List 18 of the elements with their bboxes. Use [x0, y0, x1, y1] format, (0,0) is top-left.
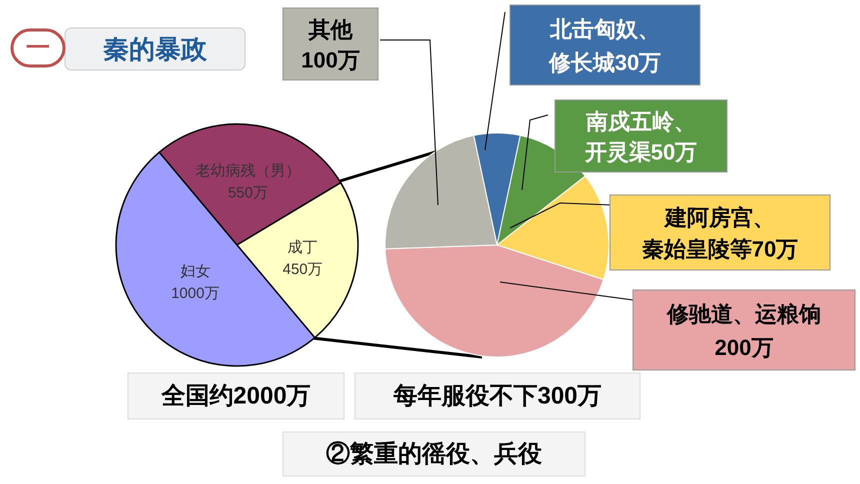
data-label: 200万: [714, 335, 774, 360]
slice-label: 修驰道、运粮饷: [666, 302, 821, 326]
slice-label: 妇女: [180, 263, 210, 280]
slice-label: 北击匈奴、修长城30万: [548, 16, 662, 76]
slice-label: 老幼病残（男）: [195, 162, 300, 180]
slice-label: 建阿房宫、秦始皇陵等70万: [642, 205, 798, 262]
text: 全国约2000万: [160, 382, 311, 410]
slice-label: 成丁: [288, 238, 318, 256]
slice-label: 其他: [308, 17, 354, 42]
data-label: 550万: [228, 184, 268, 202]
slice-label: 南戍五岭、开灵渠50万: [584, 109, 698, 164]
text: 一: [26, 34, 50, 62]
data-label: 450万: [282, 260, 323, 278]
data-label: 100万: [301, 47, 360, 72]
text: ②繁重的徭役、兵役: [326, 440, 542, 468]
data-label: 1000万: [171, 285, 220, 302]
chart-title: 秦的暴政: [103, 34, 208, 64]
text: 每年服役不下300万: [392, 382, 602, 410]
